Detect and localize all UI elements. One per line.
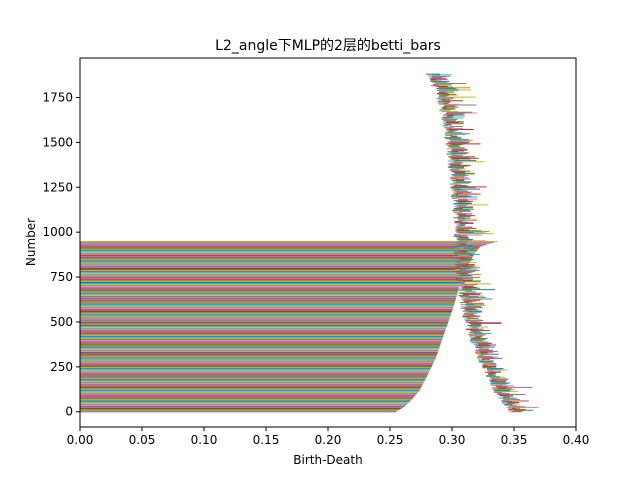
- y-tick-label: 1250: [42, 180, 73, 194]
- x-axis-title: Birth-Death: [293, 453, 362, 467]
- y-tick-label: 1000: [42, 225, 73, 239]
- y-tick-label: 1500: [42, 135, 73, 149]
- y-tick-label: 750: [50, 270, 73, 284]
- y-tick-label: 250: [50, 360, 73, 374]
- y-tick-label: 500: [50, 315, 73, 329]
- x-tick-label: 0.40: [563, 433, 590, 447]
- x-tick-label: 0.35: [501, 433, 528, 447]
- chart-title: L2_angle下MLP的2层的betti_bars: [215, 38, 441, 54]
- y-axis-title: Number: [24, 218, 38, 266]
- y-axis: 0 250 500 750 1000 1250 1500 1750: [42, 91, 80, 419]
- x-tick-label: 0.00: [67, 433, 94, 447]
- x-tick-label: 0.05: [129, 433, 156, 447]
- x-tick-label: 0.10: [191, 433, 218, 447]
- y-tick-label: 1750: [42, 91, 73, 105]
- bars-group: [80, 73, 539, 413]
- x-tick-label: 0.20: [315, 433, 342, 447]
- x-tick-label: 0.25: [377, 433, 404, 447]
- y-tick-label: 0: [65, 405, 73, 419]
- x-axis: 0.00 0.05 0.10 0.15 0.20 0.25 0.30 0.35 0.40: [67, 427, 590, 447]
- x-tick-label: 0.30: [439, 433, 466, 447]
- x-tick-label: 0.15: [253, 433, 280, 447]
